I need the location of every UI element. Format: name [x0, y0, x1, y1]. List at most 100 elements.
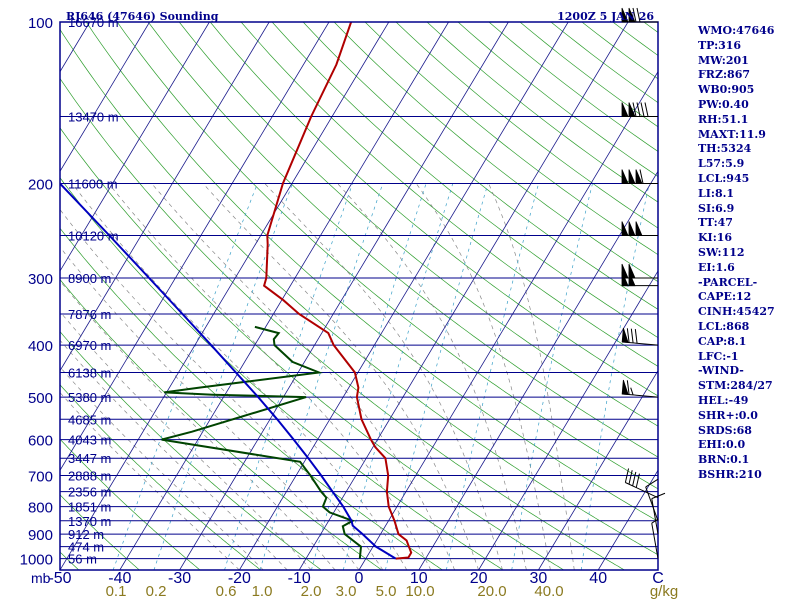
wind-feather [640, 102, 645, 117]
mixing-ratio-label: g/kg [650, 583, 678, 600]
isotherm [119, 22, 449, 570]
index-line: WB0:905 [698, 83, 755, 97]
isotherm [60, 22, 270, 372]
pressure-tick-label: 700 [28, 469, 53, 486]
dry-adiabat [333, 22, 658, 283]
height-label: 6138 m [68, 366, 111, 381]
mixing-ratio-line [580, 183, 650, 570]
temperature-tick-label: 10 [410, 570, 428, 587]
moist-adiabat [72, 183, 408, 570]
index-line: PW:0.40 [698, 97, 749, 111]
isotherm [298, 22, 629, 570]
height-label: 7876 m [68, 307, 111, 322]
wind-pennant [628, 7, 636, 23]
isotherm [60, 22, 150, 173]
station-title: RJ646 (47646) Sounding [66, 10, 219, 23]
mixing-ratio-label: 5.0 [376, 583, 397, 600]
chart-traces [60, 22, 413, 560]
wind-pennant [621, 221, 629, 236]
pressure-tick-label: 800 [28, 500, 53, 517]
wind-feather [639, 169, 644, 184]
index-line: LI:8.1 [698, 186, 735, 200]
pressure-tick-label: 600 [28, 433, 53, 450]
wind-barb [621, 169, 658, 185]
index-line: -WIND- [698, 364, 744, 378]
index-line: EHI:0.0 [698, 438, 746, 452]
wind-barb [621, 7, 658, 23]
dry-adiabat [209, 22, 658, 397]
plot-frame [59, 21, 659, 571]
wind-pennant [621, 102, 629, 117]
wind-barb [621, 102, 658, 117]
temperature-trace [262, 22, 413, 560]
wind-pennant [628, 102, 636, 117]
dry-adiabat [60, 127, 564, 570]
dewpoint-trace [161, 325, 363, 559]
temperature-tick-label: -10 [288, 570, 311, 587]
dry-adiabat [86, 22, 658, 522]
wind-feather [645, 478, 659, 488]
index-line: CAPE:12 [698, 290, 752, 304]
mixing-ratio-label: 0.1 [106, 583, 127, 600]
dry-adiabat [240, 22, 658, 367]
wind-pennant [621, 327, 629, 343]
indices-panel: WMO:47646 TP:316 MW:201 FRZ:867 WB0:905 PW:0.… [698, 24, 798, 483]
index-line: EI:1.6 [698, 260, 735, 274]
mixing-ratio-line [311, 183, 427, 570]
mixing-ratio-line [445, 183, 539, 570]
wind-barb [621, 263, 658, 279]
pressure-tick-label: 500 [28, 390, 53, 407]
wind-feather [651, 518, 659, 524]
wind-barb-staff [645, 486, 659, 521]
height-label: 11600 m [68, 177, 118, 192]
pressure-tick-label: 300 [28, 271, 53, 288]
index-line: MAXT:11.9 [698, 127, 766, 141]
wind-barb [621, 379, 659, 398]
temperature-tick-label: 20 [470, 570, 488, 587]
isotherm [418, 170, 658, 570]
chart-grid [60, 22, 658, 570]
height-label: 5380 m [68, 390, 111, 405]
index-line: BSHR:210 [698, 467, 762, 481]
dry-adiabat [271, 22, 658, 339]
wind-feather [632, 471, 637, 486]
height-label: 10120 m [68, 229, 119, 244]
temperature-tick-label: -50 [48, 570, 71, 587]
index-line: CINH:45427 [698, 305, 775, 319]
dry-adiabat [60, 28, 658, 556]
pressure-tick-label: 400 [28, 338, 53, 355]
temperature-tick-label: C [652, 570, 664, 587]
wind-pennant [621, 169, 629, 184]
height-label: 4685 m [68, 412, 111, 427]
index-line: BRN:0.1 [698, 453, 750, 467]
wind-pennant [621, 271, 629, 287]
index-line: FRZ:867 [698, 68, 751, 82]
isotherm [597, 469, 658, 570]
wind-pennant [635, 221, 643, 236]
wind-barbs [621, 7, 666, 559]
mixing-ratio-label: 20.0 [477, 583, 506, 600]
moist-adiabat [108, 183, 432, 570]
mixing-ratio-label: 2.0 [301, 583, 322, 600]
chart-labels: 16670 m 13470 m 11600 m 10120 m 8900 m 7876 m… [20, 15, 679, 600]
dry-adiabat [147, 22, 658, 458]
index-line: LCL:868 [698, 319, 750, 333]
height-label: 56 m [68, 552, 97, 567]
mixing-ratio-label: 40.0 [534, 583, 563, 600]
wind-barb-staff [651, 498, 659, 535]
height-label: 2356 m [68, 485, 111, 500]
wind-barb [645, 478, 659, 521]
wind-barb [621, 327, 659, 346]
moist-adiabat [60, 208, 384, 570]
wind-barb [621, 271, 658, 287]
pressure-tick-label: 100 [28, 15, 53, 32]
temperature-tick-label: -40 [108, 570, 131, 587]
temperature-tick-label: 40 [589, 570, 607, 587]
index-line: MW:201 [698, 53, 749, 67]
wind-feather [626, 380, 630, 395]
height-label: 912 m [68, 527, 104, 542]
dry-adiabat [60, 77, 625, 570]
index-line: CAP:8.1 [698, 334, 747, 348]
dry-adiabat [60, 278, 383, 570]
